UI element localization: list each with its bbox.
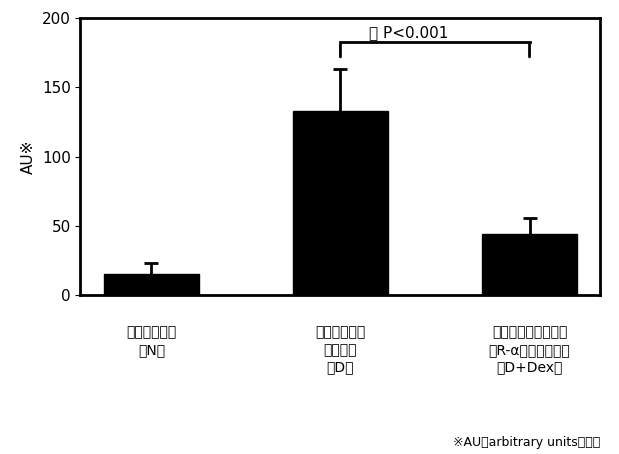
Text: 糖尿病モデルラット
＋R-αリポ酸投与群
（D+Dex）: 糖尿病モデルラット ＋R-αリポ酸投与群 （D+Dex）: [488, 326, 570, 374]
Bar: [293, 111, 387, 295]
Text: ＊ P<0.001: ＊ P<0.001: [369, 25, 448, 40]
Text: ※AUはarbitrary unitsの略。: ※AUはarbitrary unitsの略。: [453, 436, 600, 449]
Bar: [104, 274, 199, 295]
Text: 健常ラット群
（N）: 健常ラット群 （N）: [126, 326, 176, 357]
Text: 糖尿病モデル
ラット群
（D）: 糖尿病モデル ラット群 （D）: [315, 326, 366, 374]
Y-axis label: AU※: AU※: [21, 139, 37, 174]
Bar: [482, 234, 577, 295]
